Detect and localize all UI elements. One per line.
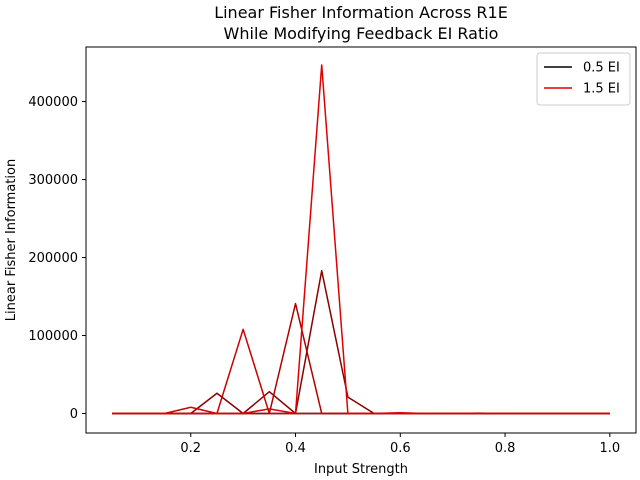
y-tick-label: 400000 xyxy=(28,95,78,110)
y-axis: 0 100000 200000 300000 400000 xyxy=(28,95,86,422)
plot-lines xyxy=(112,64,610,415)
legend-label: 0.5 EI xyxy=(583,61,620,76)
x-tick-label: 0.8 xyxy=(495,441,516,456)
chart-title-line1: Linear Fisher Information Across R1E xyxy=(214,3,508,22)
y-tick-label: 100000 xyxy=(28,329,78,344)
y-tick-label: 300000 xyxy=(28,173,78,188)
x-tick-label: 1.0 xyxy=(599,441,620,456)
legend-box xyxy=(536,52,631,106)
series-line-4 xyxy=(112,328,610,415)
y-tick-label: 200000 xyxy=(28,251,78,266)
series-line-2 xyxy=(112,270,610,415)
chart-title-line2: While Modifying Feedback EI Ratio xyxy=(224,24,499,43)
x-axis: 0.2 0.4 0.6 0.8 1.0 xyxy=(180,433,620,456)
series-line-5 xyxy=(112,64,610,415)
x-tick-label: 0.6 xyxy=(390,441,411,456)
legend: 0.5 EI 1.5 EI xyxy=(536,52,631,106)
x-tick-label: 0.2 xyxy=(180,441,201,456)
series-line-3 xyxy=(112,302,610,415)
y-tick-label: 0 xyxy=(70,407,78,422)
y-axis-label: Linear Fisher Information xyxy=(4,159,19,321)
x-axis-label: Input Strength xyxy=(314,462,408,477)
x-tick-label: 0.4 xyxy=(285,441,306,456)
legend-label: 1.5 EI xyxy=(583,82,620,97)
plot-frame xyxy=(85,46,637,434)
